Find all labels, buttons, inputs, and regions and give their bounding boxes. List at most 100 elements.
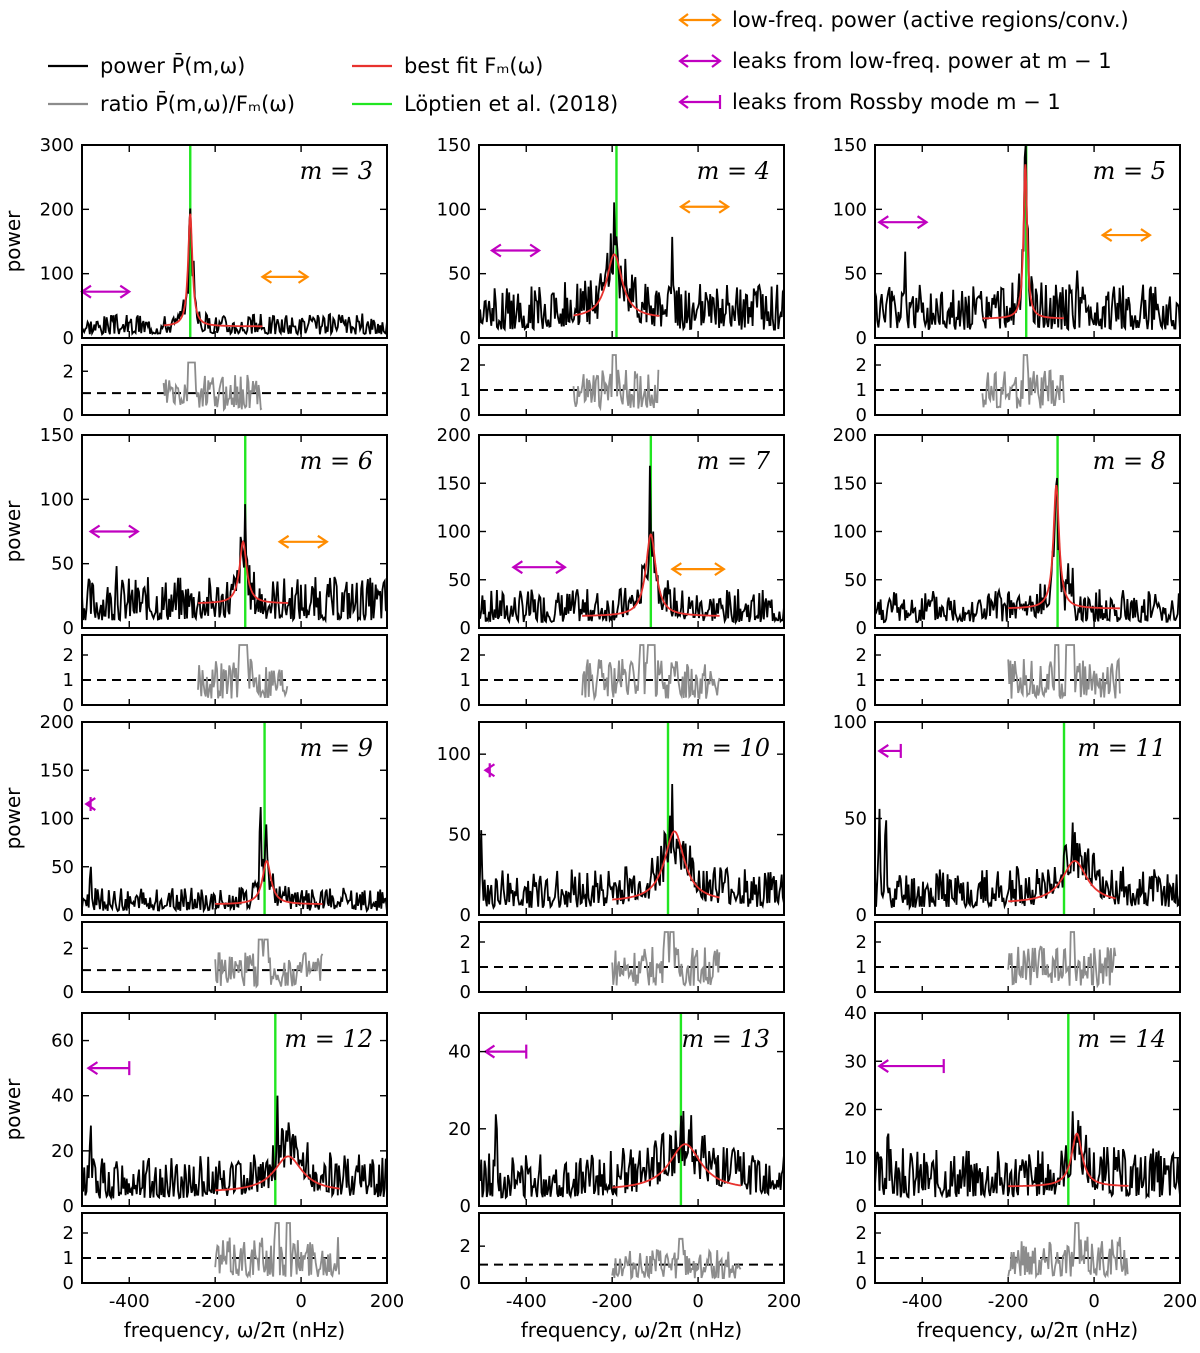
ytick-label: 20 xyxy=(448,1119,471,1140)
ratio-frame xyxy=(478,634,785,706)
panel-m11: 0 50 100 m = 11 0 1 2 xyxy=(833,712,1181,1003)
arrow-leak_rossby-m13 xyxy=(483,1044,528,1059)
m-label: m = 14 xyxy=(1077,1025,1166,1053)
ratio-ytick-label: 1 xyxy=(460,670,471,691)
legend-arrowhead-left-leak_low xyxy=(678,54,689,68)
panel-frame-m12 xyxy=(81,1012,388,1207)
power-curve-m8 xyxy=(875,477,1180,624)
ratio-ytick-label: 0 xyxy=(856,982,867,1003)
power-curve-m9 xyxy=(82,806,387,914)
ytick-label: 40 xyxy=(844,1003,867,1024)
fit-curve-m3 xyxy=(163,213,263,328)
power-curve-m10 xyxy=(479,783,784,911)
ratio-ytick-label: 2 xyxy=(63,645,74,666)
arrow-lowfreq-m7 xyxy=(670,562,726,577)
ratio-ytick-label: 0 xyxy=(460,695,471,716)
ratio-frame xyxy=(81,1212,388,1284)
m-label: m = 12 xyxy=(284,1025,373,1053)
ytick-label: 0 xyxy=(460,1196,471,1217)
arrowhead-left xyxy=(511,560,523,575)
ytick-label: 100 xyxy=(40,489,74,510)
legend-entry-lowfreq: low-freq. power (active regions/conv.) xyxy=(678,8,1129,32)
legend-entry-leak_rossby: leaks from Rossby mode m − 1 xyxy=(678,90,1061,114)
arrowhead-right xyxy=(714,562,726,577)
ytick-label: 150 xyxy=(833,135,867,156)
ratio-ytick-label: 0 xyxy=(460,1273,471,1294)
m-label: m = 10 xyxy=(681,734,770,762)
fit-curve-m13 xyxy=(612,1143,742,1189)
arrowhead-left xyxy=(483,763,496,778)
legend-arrowhead-right-lowfreq xyxy=(711,13,722,27)
ratio-curve xyxy=(1007,931,1117,989)
ratio-panel-m5: 0 1 2 xyxy=(856,344,1181,426)
legend-entry-loptien: Löptien et al. (2018) xyxy=(352,92,618,116)
arrowhead-left xyxy=(86,1061,99,1076)
ratio-ytick-label: 2 xyxy=(460,932,471,953)
ratio-panel-m13: 02 xyxy=(460,1212,785,1294)
ratio-curve xyxy=(1007,644,1121,700)
legend-label-power: power P̄(m,ω) xyxy=(100,53,245,78)
ytick-label: 150 xyxy=(437,135,471,156)
power-curve-m11 xyxy=(875,808,1180,911)
legend-label-loptien: Löptien et al. (2018) xyxy=(404,92,618,116)
xtick-label: 0 xyxy=(1088,1291,1099,1312)
arrow-leak_low-m3 xyxy=(80,284,132,299)
ytick-label: 100 xyxy=(833,199,867,220)
xtick-label: -200 xyxy=(592,1291,633,1312)
xtick-label: -400 xyxy=(109,1291,150,1312)
ytick-label: 0 xyxy=(63,618,74,639)
panel-m7: 0 50 100 150 200 m = 7 0 1 2 xyxy=(437,425,785,716)
ytick-label: 200 xyxy=(833,425,867,446)
ratio-panel-m7: 0 1 2 xyxy=(460,634,785,716)
ratio-ytick-label: 2 xyxy=(63,1223,74,1244)
ratio-panel-m6: 0 1 2 xyxy=(63,634,388,716)
ratio-ytick-label: 0 xyxy=(460,982,471,1003)
m-label: m = 3 xyxy=(300,157,373,185)
panel-m6: 0 50 100 150 m = 6 power 0 1 2 xyxy=(1,425,388,716)
ratio-ytick-label: 0 xyxy=(460,405,471,426)
arrow-leak_rossby-m14 xyxy=(877,1059,945,1074)
m-label: m = 5 xyxy=(1093,157,1166,185)
arrow-lowfreq-m6 xyxy=(277,534,329,549)
ratio-frame xyxy=(81,344,388,416)
fit-curve-m4 xyxy=(573,253,660,317)
ratio-ytick-label: 1 xyxy=(856,1248,867,1269)
ratio-ytick-label: 1 xyxy=(856,957,867,978)
arrow-leak_rossby-m9 xyxy=(84,797,96,812)
ytick-label: 0 xyxy=(63,905,74,926)
xtick-label: 200 xyxy=(767,1291,801,1312)
xtick-label: -400 xyxy=(902,1291,943,1312)
y-axis-label: power xyxy=(1,787,25,850)
ytick-label: 300 xyxy=(40,135,74,156)
ratio-ytick-label: 0 xyxy=(856,695,867,716)
fit-curve-m12 xyxy=(215,1155,340,1192)
ytick-label: 50 xyxy=(448,570,471,591)
y-axis-label: power xyxy=(1,1078,25,1141)
ratio-frame xyxy=(478,344,785,416)
ytick-label: 30 xyxy=(844,1051,867,1072)
ratio-ytick-label: 2 xyxy=(856,932,867,953)
ytick-label: 100 xyxy=(40,809,74,830)
legend-arrowhead-right-leak_low xyxy=(711,54,722,68)
power-curve-m14 xyxy=(875,1111,1180,1200)
ratio-ytick-label: 0 xyxy=(63,405,74,426)
arrowhead-left xyxy=(489,243,502,258)
ratio-ytick-label: 0 xyxy=(63,982,74,1003)
ytick-label: 40 xyxy=(448,1042,471,1063)
ytick-label: 0 xyxy=(856,618,867,639)
m-label: m = 11 xyxy=(1077,734,1166,762)
ytick-label: 100 xyxy=(833,712,867,733)
arrowhead-left xyxy=(277,534,290,549)
ytick-label: 0 xyxy=(856,1196,867,1217)
legend-arrowhead-leak_rossby xyxy=(678,95,689,109)
m-label: m = 8 xyxy=(1093,447,1166,475)
ratio-ytick-label: 2 xyxy=(856,1223,867,1244)
ratio-panel-m14: 0 1 2 xyxy=(856,1212,1181,1294)
ytick-label: 50 xyxy=(51,554,74,575)
xtick-label: 200 xyxy=(370,1291,404,1312)
fit-curve-m14 xyxy=(1008,1132,1129,1188)
arrowhead-left xyxy=(877,1059,889,1073)
